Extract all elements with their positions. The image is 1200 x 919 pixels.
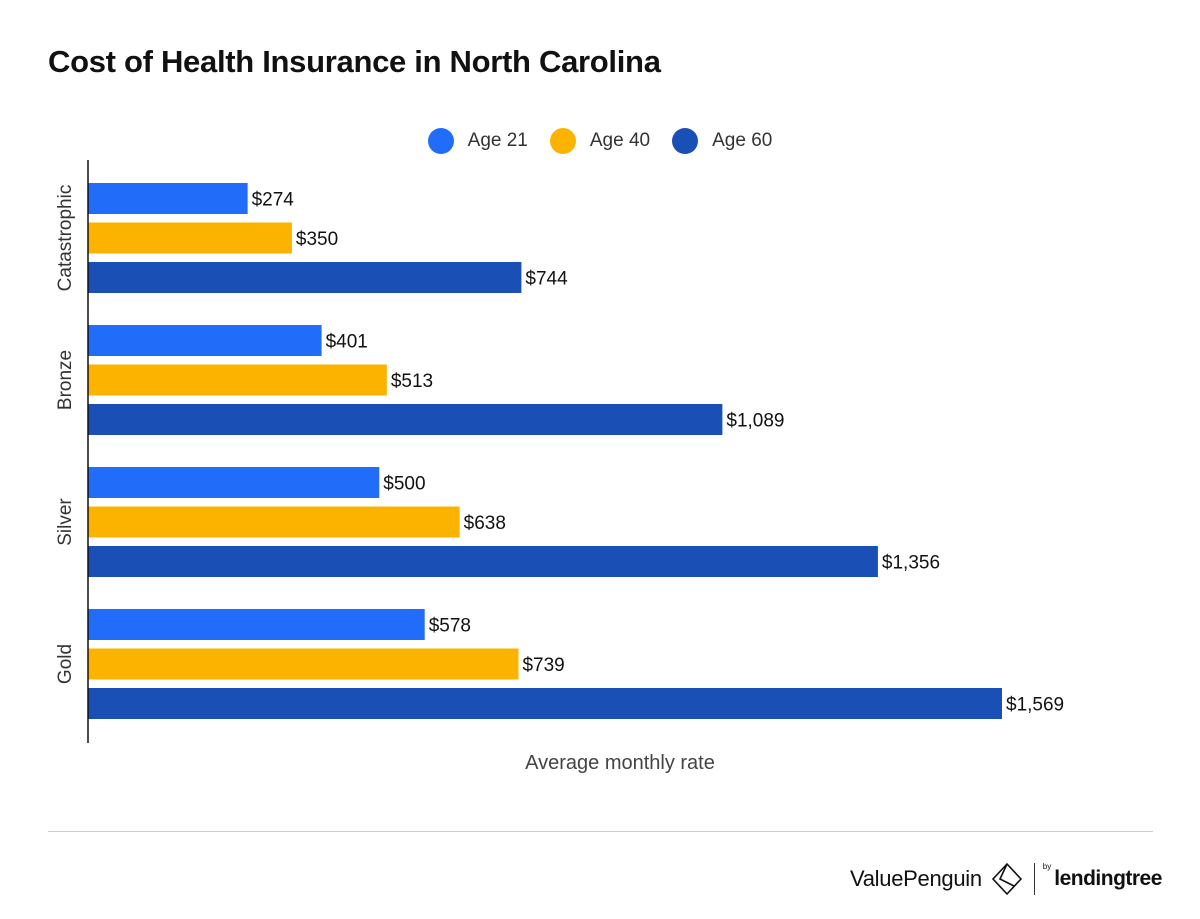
legend-label: Age 21 (467, 130, 528, 151)
legend-label: Age 40 (589, 130, 651, 151)
bar (88, 506, 460, 538)
footer-logo: ValuePenguin by lendingtree (850, 862, 1162, 896)
data-label: $401 (326, 332, 368, 353)
bar (88, 325, 322, 356)
x-axis-label: Average monthly rate (525, 752, 715, 774)
bar (88, 688, 1002, 719)
category-tick-label: Catastrophic (55, 185, 76, 292)
data-label: $1,569 (1006, 695, 1064, 716)
bar (88, 404, 723, 435)
chart-title: Cost of Health Insurance in North Caroli… (48, 44, 661, 79)
bar (88, 222, 292, 254)
bar (88, 364, 387, 396)
data-label: $513 (391, 371, 433, 392)
data-label: $578 (429, 616, 471, 637)
valuepenguin-logo-text: ValuePenguin (850, 866, 982, 891)
data-label: $350 (296, 229, 338, 250)
logo-separator (1033, 863, 1035, 895)
legend-label: Age 60 (712, 130, 773, 151)
legend-item: Age 21 (427, 128, 528, 154)
legend-item: Age 40 (549, 128, 651, 154)
data-label: $1,356 (882, 553, 940, 574)
data-label: $274 (252, 190, 295, 211)
bar (88, 262, 522, 293)
legend-marker (672, 128, 699, 154)
footer-divider (48, 831, 1153, 832)
bar (88, 609, 425, 640)
data-label: $744 (525, 269, 568, 290)
bar (88, 546, 878, 577)
data-label: $1,089 (726, 411, 784, 432)
data-label: $739 (522, 655, 564, 676)
category-tick-label: Bronze (55, 350, 76, 410)
by-text: by (1042, 862, 1052, 871)
category-tick-label: Silver (55, 498, 76, 546)
data-label: $638 (464, 513, 506, 534)
lendingtree-logo-text: lendingtree (1054, 867, 1162, 890)
legend-item: Age 60 (672, 128, 772, 154)
legend: Age 21 Age 40 Age 60 (0, 128, 1200, 154)
category-tick-label: Gold (55, 644, 76, 684)
bar (88, 183, 248, 214)
data-label: $500 (383, 474, 425, 495)
bar (88, 467, 380, 498)
legend-marker (549, 128, 576, 154)
valuepenguin-logo-icon (991, 862, 1022, 896)
legend-marker (427, 128, 454, 154)
bar (88, 648, 519, 680)
